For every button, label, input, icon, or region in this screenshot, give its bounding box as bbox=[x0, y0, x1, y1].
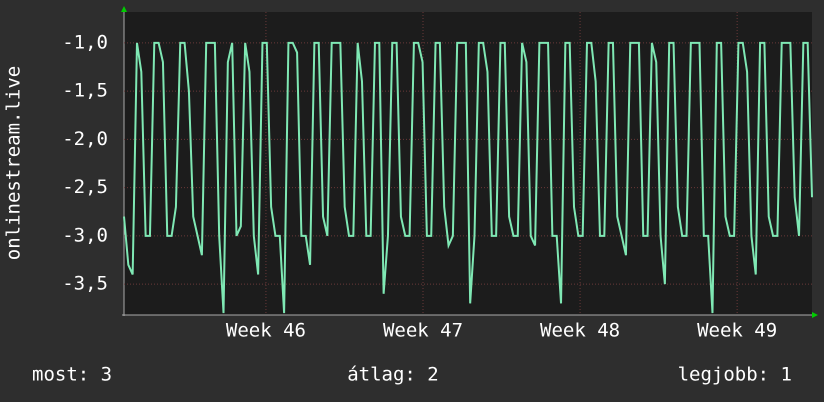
y-tick-label: -2,5 bbox=[62, 176, 108, 198]
x-tick-label: Week 49 bbox=[697, 320, 777, 342]
y-tick-label: -2,0 bbox=[62, 128, 108, 150]
data-line bbox=[123, 41, 813, 314]
footer-text: átlag: 2 bbox=[347, 364, 439, 386]
y-tick-label: -1,0 bbox=[62, 31, 108, 53]
x-tick-label: Week 46 bbox=[226, 320, 306, 342]
y-tick-label: -1,5 bbox=[62, 80, 108, 102]
footer-text: most: 3 bbox=[32, 364, 112, 386]
footer-text: legjobb: 1 bbox=[678, 364, 792, 386]
y-tick-label: -3,5 bbox=[62, 273, 108, 295]
axis-arrow bbox=[121, 6, 127, 12]
y-tick-label: -3,0 bbox=[62, 224, 108, 246]
y-axis-label: onlinestream.live bbox=[3, 66, 25, 260]
x-tick-label: Week 47 bbox=[383, 320, 463, 342]
x-tick-label: Week 48 bbox=[540, 320, 620, 342]
axis-arrow bbox=[812, 312, 818, 318]
